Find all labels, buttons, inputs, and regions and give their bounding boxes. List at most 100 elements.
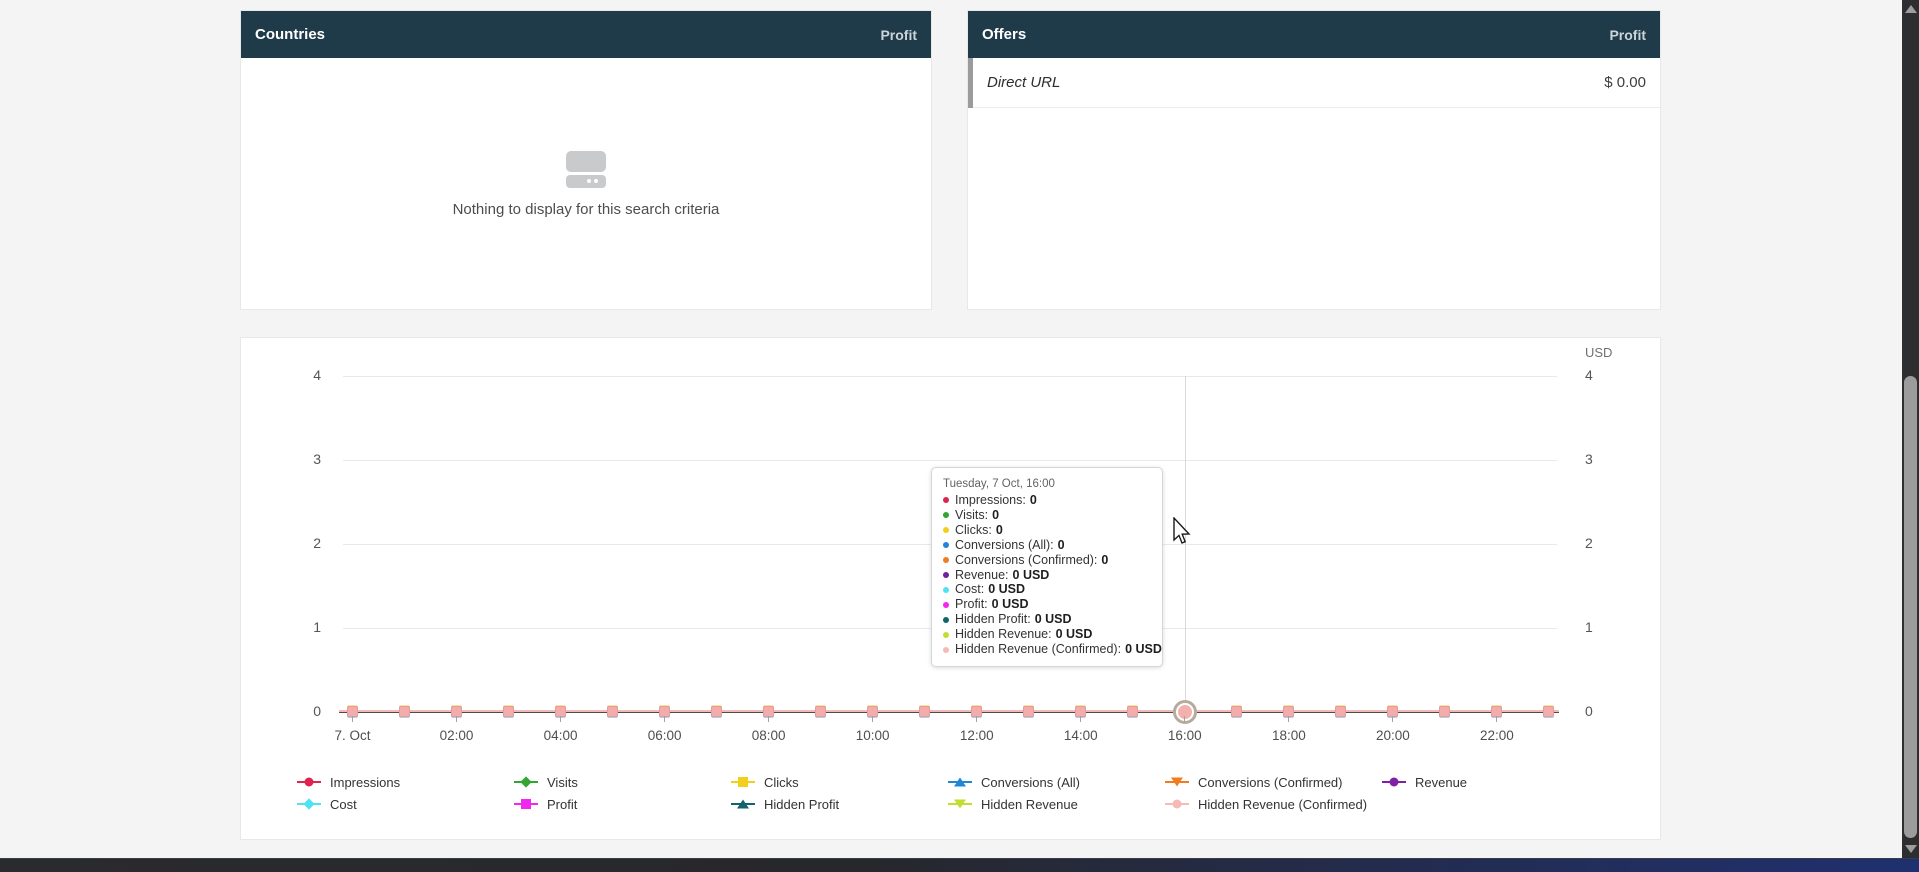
- tooltip-series-dot: [943, 586, 949, 593]
- tooltip-series-dot: [943, 571, 949, 578]
- data-point-marker[interactable]: [1231, 706, 1243, 717]
- x-axis-label: 12:00: [959, 728, 994, 743]
- legend-item-cost[interactable]: Cost: [297, 793, 514, 815]
- y-axis-label-left: 1: [313, 619, 321, 635]
- tooltip-row-value: 0 USD: [1125, 642, 1162, 657]
- legend-item-label: Hidden Revenue (Confirmed): [1198, 796, 1368, 812]
- triangle-up-marker-icon: [731, 798, 755, 810]
- x-axis-label: 20:00: [1375, 728, 1410, 743]
- legend-item-label: Conversions (Confirmed): [1198, 774, 1343, 790]
- data-point-marker[interactable]: [919, 706, 931, 717]
- tooltip-row: Clicks: 0: [943, 523, 1152, 538]
- diamond-marker-icon: [297, 798, 321, 810]
- data-point-marker[interactable]: [1127, 706, 1139, 717]
- data-point-marker[interactable]: [503, 706, 515, 717]
- triangle-down-marker-icon: [1165, 776, 1189, 788]
- offer-name[interactable]: Direct URL: [987, 74, 1061, 91]
- right-axis-unit-label: USD: [1585, 345, 1613, 360]
- tooltip-row-label: Clicks:: [955, 522, 992, 537]
- legend-item-visits[interactable]: Visits: [514, 771, 731, 793]
- y-axis-label-left: 2: [313, 535, 321, 551]
- countries-panel-title: Countries: [255, 26, 326, 43]
- countries-panel: Countries Profit Nothing to display for …: [240, 10, 932, 310]
- circle-marker-icon: [1382, 776, 1406, 788]
- legend-item-label: Impressions: [330, 774, 401, 790]
- tooltip-row: Conversions (Confirmed): 0: [943, 553, 1152, 568]
- tooltip-row-label: Visits:: [955, 507, 989, 522]
- x-axis-tick: [1184, 716, 1186, 722]
- offer-row-direct-url[interactable]: Direct URL $ 0.00: [968, 58, 1660, 108]
- plot-area[interactable]: USD 4 4 3 3 2 2 1 1 0 0 7. Oct 02:00 04:00 06:00 08:00…: [241, 338, 1660, 839]
- zero-value-series-line: [339, 710, 1559, 712]
- tooltip-series-dot: [943, 512, 949, 519]
- tooltip-row-label: Conversions (Confirmed):: [955, 552, 1098, 567]
- legend-item-label: Clicks: [764, 774, 799, 790]
- tooltip-series-dot: [943, 497, 949, 504]
- tooltip-row: Visits: 0: [943, 508, 1152, 523]
- legend-item-profit[interactable]: Profit: [514, 793, 731, 815]
- data-point-marker[interactable]: [815, 706, 827, 717]
- time-series-chart-panel: USD 4 4 3 3 2 2 1 1 0 0 7. Oct 02:00 04:00 06:00 08:00…: [240, 337, 1661, 840]
- tooltip-series-dot: [943, 527, 949, 534]
- scrollbar-down-arrow-icon[interactable]: [1904, 845, 1917, 853]
- vertical-scrollbar[interactable]: [1902, 0, 1919, 858]
- tooltip-row-label: Hidden Revenue (Confirmed):: [955, 642, 1122, 657]
- scrollbar-up-arrow-icon[interactable]: [1904, 5, 1917, 13]
- y-axis-label-right: 3: [1585, 451, 1593, 467]
- legend-item-impressions[interactable]: Impressions: [297, 771, 514, 793]
- legend-item-hidden-revenue[interactable]: Hidden Revenue: [948, 793, 1165, 815]
- x-axis-tick: [1080, 716, 1082, 722]
- tooltip-row: Hidden Revenue (Confirmed): 0 USD: [943, 642, 1162, 657]
- tooltip-title: Tuesday, 7 Oct, 16:00: [943, 478, 1055, 490]
- tooltip-row-value: 0: [992, 507, 1000, 522]
- data-point-marker[interactable]: [1543, 706, 1555, 717]
- data-point-marker[interactable]: [1439, 706, 1451, 717]
- empty-state-message: Nothing to display for this search crite…: [452, 200, 720, 218]
- legend-item-conversions-confirmed[interactable]: Conversions (Confirmed): [1165, 771, 1382, 793]
- circle-marker-icon: [1165, 798, 1189, 810]
- hovered-data-point-marker[interactable]: [1172, 700, 1197, 724]
- tooltip-row: Conversions (All): 0: [943, 538, 1152, 553]
- offer-profit-value: $ 0.00: [1604, 74, 1646, 91]
- triangle-down-marker-icon: [948, 798, 972, 810]
- offers-panel: Offers Profit Direct URL $ 0.00: [967, 10, 1661, 310]
- tooltip-row-value: 0: [995, 522, 1003, 537]
- data-point-marker[interactable]: [607, 706, 619, 717]
- legend-item-hidden-revenue-confirmed[interactable]: Hidden Revenue (Confirmed): [1165, 793, 1382, 815]
- y-axis-label-left: 0: [313, 703, 321, 719]
- x-axis-tick: [664, 716, 666, 722]
- tooltip-row: Hidden Profit: 0 USD: [943, 612, 1152, 627]
- square-marker-icon: [514, 798, 538, 810]
- tooltip-row-value: 0: [1029, 493, 1037, 507]
- data-point-marker[interactable]: [399, 706, 411, 717]
- gridline: [343, 460, 1557, 461]
- y-axis-label-right: 4: [1585, 367, 1593, 383]
- diamond-marker-icon: [514, 776, 538, 788]
- data-point-marker[interactable]: [711, 706, 723, 717]
- x-axis-label: 16:00: [1167, 728, 1202, 743]
- scrollbar-thumb[interactable]: [1904, 376, 1917, 838]
- square-marker-icon: [731, 776, 755, 788]
- tooltip-row-label: Cost:: [955, 582, 985, 597]
- data-point-marker[interactable]: [1023, 706, 1035, 717]
- legend-item-revenue[interactable]: Revenue: [1382, 771, 1599, 793]
- chart-tooltip: Tuesday, 7 Oct, 16:00 Impressions: 0 Visit…: [931, 467, 1163, 667]
- x-axis-tick: [976, 716, 978, 722]
- x-axis-label: 7. Oct: [334, 728, 371, 743]
- tooltip-row-label: Revenue:: [955, 567, 1009, 582]
- x-axis-label: 04:00: [543, 728, 578, 743]
- tooltip-row-value: 0 USD: [1034, 612, 1072, 627]
- tooltip-row-label: Conversions (All):: [955, 537, 1054, 552]
- tooltip-series-dot: [943, 542, 949, 549]
- legend-item-conversions-all[interactable]: Conversions (All): [948, 771, 1165, 793]
- data-point-marker[interactable]: [1335, 706, 1347, 717]
- offers-metric-label: Profit: [1609, 26, 1646, 43]
- tooltip-row-label: Hidden Revenue:: [955, 627, 1052, 642]
- y-axis-label-right: 1: [1585, 619, 1593, 635]
- legend-item-hidden-profit[interactable]: Hidden Profit: [731, 793, 948, 815]
- legend-item-clicks[interactable]: Clicks: [731, 771, 948, 793]
- x-axis-label: 22:00: [1480, 728, 1514, 743]
- circle-marker-icon: [297, 776, 321, 788]
- tooltip-row-value: 0: [1101, 552, 1109, 567]
- x-axis-tick: [872, 716, 874, 722]
